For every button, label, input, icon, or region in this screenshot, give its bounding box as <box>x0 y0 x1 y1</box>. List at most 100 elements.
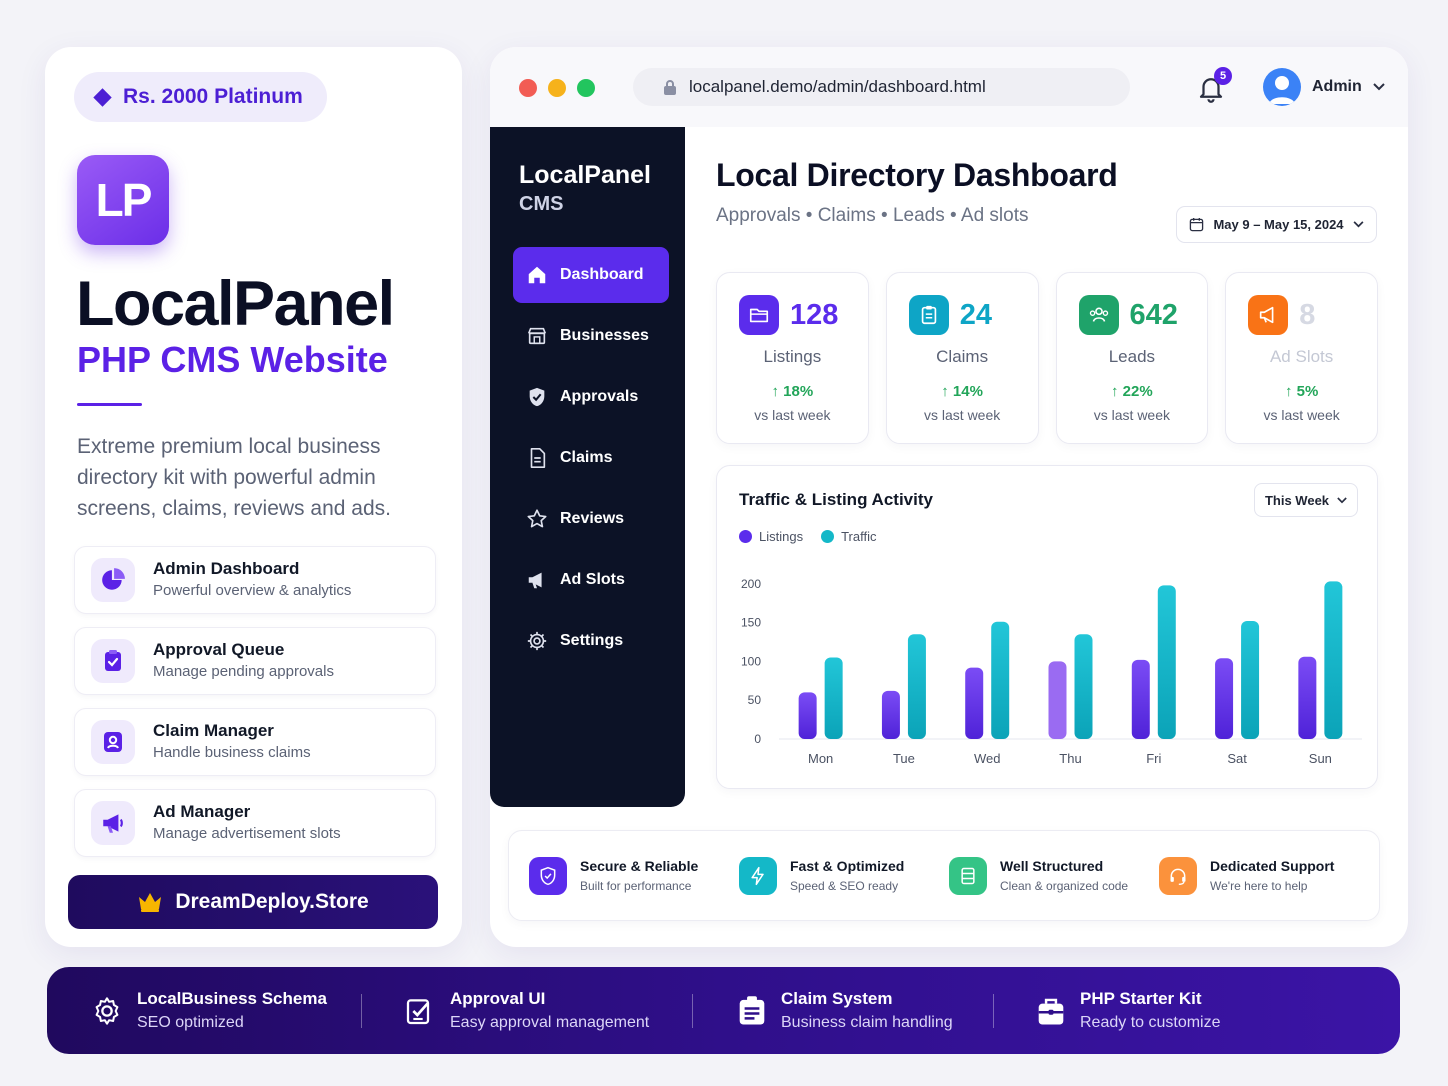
sidebar-item-businesses[interactable]: Businesses <box>513 308 669 364</box>
x-tick-label: Mon <box>808 751 833 766</box>
date-range-picker[interactable]: May 9 – May 15, 2024 <box>1176 206 1377 243</box>
bar-traffic-thu[interactable] <box>1074 634 1093 739</box>
feature-subtitle: Manage advertisement slots <box>153 825 341 842</box>
stat-card-ad-slots[interactable]: 8 Ad Slots ↑ 5% vs last week <box>1225 272 1378 444</box>
feature-title: Admin Dashboard <box>153 559 300 578</box>
legend-item-traffic[interactable]: Traffic <box>821 529 876 544</box>
browser-topbar: localpanel.demo/admin/dashboard.html 5 A… <box>490 47 1408 127</box>
bar-listings-sat[interactable] <box>1215 658 1234 739</box>
url-text: localpanel.demo/admin/dashboard.html <box>689 77 986 96</box>
maximize-dot[interactable] <box>577 79 595 97</box>
bar-listings-sun[interactable] <box>1298 656 1317 739</box>
headset-icon <box>1159 856 1197 895</box>
feature-title: Claim Manager <box>153 721 274 740</box>
sidebar-item-approvals[interactable]: Approvals <box>513 369 669 425</box>
sidebar-item-label: Ad Slots <box>560 571 625 588</box>
x-tick-label: Wed <box>974 751 1001 766</box>
stat-value: 24 <box>959 299 993 331</box>
bar-listings-tue[interactable] <box>881 690 900 739</box>
gear-icon <box>527 631 547 651</box>
bar-traffic-mon[interactable] <box>824 657 843 740</box>
url-bar[interactable]: localpanel.demo/admin/dashboard.html <box>633 68 1130 106</box>
calendar-icon <box>1190 217 1204 232</box>
benefit-secure: Secure & Reliable Built for performance <box>529 856 739 896</box>
period-select[interactable]: This Week <box>1254 483 1358 517</box>
stat-trend: ↑ 22% <box>1111 383 1153 400</box>
stat-compare: vs last week <box>1263 407 1340 423</box>
y-tick-label: 0 <box>754 732 761 746</box>
store-button-label: DreamDeploy.Store <box>175 890 369 913</box>
sidebar-item-label: Reviews <box>560 510 625 527</box>
sidebar-item-claims[interactable]: Claims <box>513 430 669 486</box>
bar-traffic-sun[interactable] <box>1324 581 1343 739</box>
bar-traffic-fri[interactable] <box>1157 585 1176 739</box>
sidebar-item-label: Businesses <box>560 327 649 344</box>
sidebar-item-ad-slots[interactable]: Ad Slots <box>513 552 669 608</box>
bar-listings-mon[interactable] <box>798 692 817 739</box>
bar-traffic-sat[interactable] <box>1241 621 1260 739</box>
legend-item-listings[interactable]: Listings <box>739 529 803 544</box>
feature-title: Approval Queue <box>153 640 285 659</box>
banner-title: LocalBusiness Schema <box>137 988 327 1008</box>
minimize-dot[interactable] <box>548 79 566 97</box>
banner-item-starter-kit: PHP Starter Kit Ready to customize <box>1036 987 1276 1035</box>
shield-icon <box>529 856 567 895</box>
brand-subtitle: PHP CMS Website <box>77 339 388 380</box>
user-menu[interactable]: Admin <box>1263 68 1385 106</box>
bar-traffic-wed[interactable] <box>991 621 1010 739</box>
x-tick-label: Thu <box>1059 751 1081 766</box>
sidebar-item-reviews[interactable]: Reviews <box>513 491 669 547</box>
feature-item-claim-manager: Claim Manager Handle business claims <box>74 708 436 776</box>
megaphone-icon <box>528 572 542 589</box>
benefit-title: Dedicated Support <box>1210 857 1335 874</box>
chevron-down-icon <box>1337 496 1347 503</box>
sidebar-item-label: Claims <box>560 449 613 466</box>
store-button[interactable]: DreamDeploy.Store <box>68 875 438 929</box>
period-select-label: This Week <box>1264 492 1330 508</box>
sidebar-item-label: Approvals <box>560 388 639 405</box>
bar-chart: 0 50 100 150 200 Mon Tue Wed Thu Fri Sat Sun <box>741 577 1362 766</box>
bar-traffic-tue[interactable] <box>907 634 926 739</box>
user-badge-icon <box>91 720 135 764</box>
feature-subtitle: Handle business claims <box>153 744 311 761</box>
sidebar-item-label: Dashboard <box>560 266 644 283</box>
banner-separator <box>692 993 693 1028</box>
banner-separator <box>361 993 362 1028</box>
stat-card-claims[interactable]: 24 Claims ↑ 14% vs last week <box>885 272 1039 444</box>
stat-compare: vs last week <box>754 407 831 423</box>
feature-item-ad-manager: Ad Manager Manage advertisement slots <box>74 789 436 857</box>
legend-swatch <box>739 530 752 543</box>
benefit-title: Well Structured <box>1000 857 1104 874</box>
megaphone-icon <box>1248 295 1289 335</box>
page-title: Local Directory Dashboard <box>716 157 1118 193</box>
stat-compare: vs last week <box>1093 407 1170 423</box>
diamond-icon <box>93 87 112 107</box>
chevron-down-icon <box>1373 83 1385 91</box>
y-tick-label: 200 <box>741 577 761 591</box>
sidebar-item-label: Settings <box>560 632 624 649</box>
feature-subtitle: Powerful overview & analytics <box>153 582 352 599</box>
clipboard-check-icon <box>91 639 135 683</box>
bar-listings-thu[interactable] <box>1048 661 1067 739</box>
sidebar-item-settings[interactable]: Settings <box>513 613 669 669</box>
feature-banner: LocalBusiness Schema SEO optimized Appro… <box>47 967 1400 1054</box>
stat-card-listings[interactable]: 128 Listings ↑ 18% vs last week <box>716 272 869 444</box>
banner-item-schema: LocalBusiness Schema SEO optimized <box>91 987 361 1035</box>
logo: LP <box>77 155 169 245</box>
banner-subtitle: SEO optimized <box>137 1013 244 1031</box>
clipboard-icon <box>908 295 949 335</box>
x-tick-label: Fri <box>1146 751 1161 766</box>
feature-item-approval-queue: Approval Queue Manage pending approvals <box>74 627 436 695</box>
user-name: Admin <box>1312 78 1362 95</box>
bar-listings-wed[interactable] <box>965 667 984 739</box>
sidebar-item-dashboard[interactable]: Dashboard <box>513 247 669 303</box>
chart-title: Traffic & Listing Activity <box>739 490 933 509</box>
banner-subtitle: Easy approval management <box>450 1013 650 1031</box>
x-tick-label: Tue <box>893 751 915 766</box>
bar-listings-fri[interactable] <box>1131 659 1150 739</box>
y-tick-label: 100 <box>741 654 761 668</box>
feature-title: Ad Manager <box>153 802 251 821</box>
stat-compare: vs last week <box>924 407 1001 423</box>
close-dot[interactable] <box>519 79 537 97</box>
stat-card-leads[interactable]: 642 Leads ↑ 22% vs last week <box>1055 272 1209 444</box>
